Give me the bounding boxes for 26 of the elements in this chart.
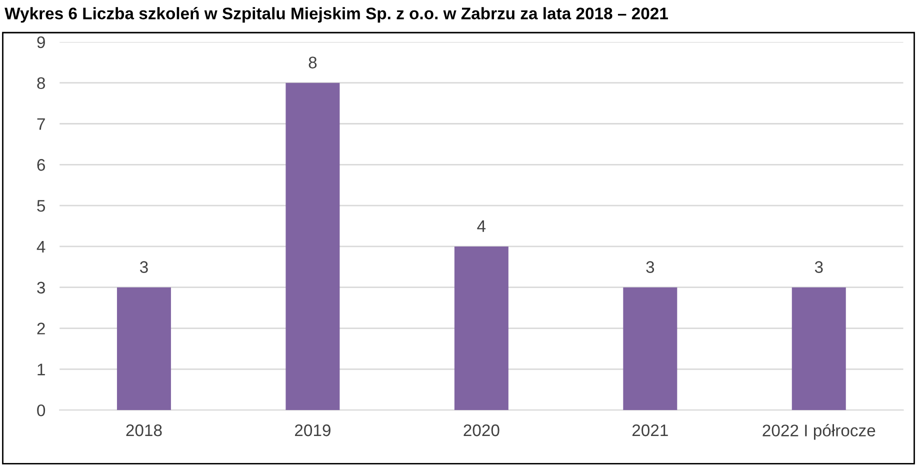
y-tick-label: 5 (37, 200, 46, 212)
bar (792, 287, 846, 410)
x-tick-label: 2018 (126, 424, 162, 436)
data-label: 3 (646, 261, 654, 273)
y-tick-label: 9 (37, 36, 45, 48)
x-tick-label: 2022 I półrocze (762, 424, 876, 440)
data-label: 3 (140, 261, 148, 273)
y-tick-label: 2 (37, 322, 45, 334)
y-tick-label: 0 (37, 404, 46, 416)
bar (454, 246, 508, 410)
data-label: 8 (308, 56, 317, 68)
y-tick-label: 6 (37, 159, 45, 171)
bar (116, 287, 171, 410)
y-tick-label: 8 (37, 77, 45, 90)
x-tick-label: 2021 (632, 424, 668, 436)
bar (286, 82, 340, 410)
bar (623, 287, 678, 410)
data-label: 4 (477, 220, 486, 232)
y-tick-label: 7 (37, 118, 45, 130)
y-tick-label: 1 (38, 364, 45, 376)
y-tick-label: 3 (37, 282, 45, 294)
data-label: 3 (814, 261, 823, 273)
x-tick-label: 2020 (464, 424, 500, 436)
chart-title: Wykres 6 Liczba szkoleń w Szpitalu Miejskim Sp. z o.o. w Zabrzu za lata 2018 – 2021 (4, 6, 668, 23)
y-tick-label: 4 (36, 241, 46, 252)
x-tick-label: 2019 (295, 424, 330, 436)
